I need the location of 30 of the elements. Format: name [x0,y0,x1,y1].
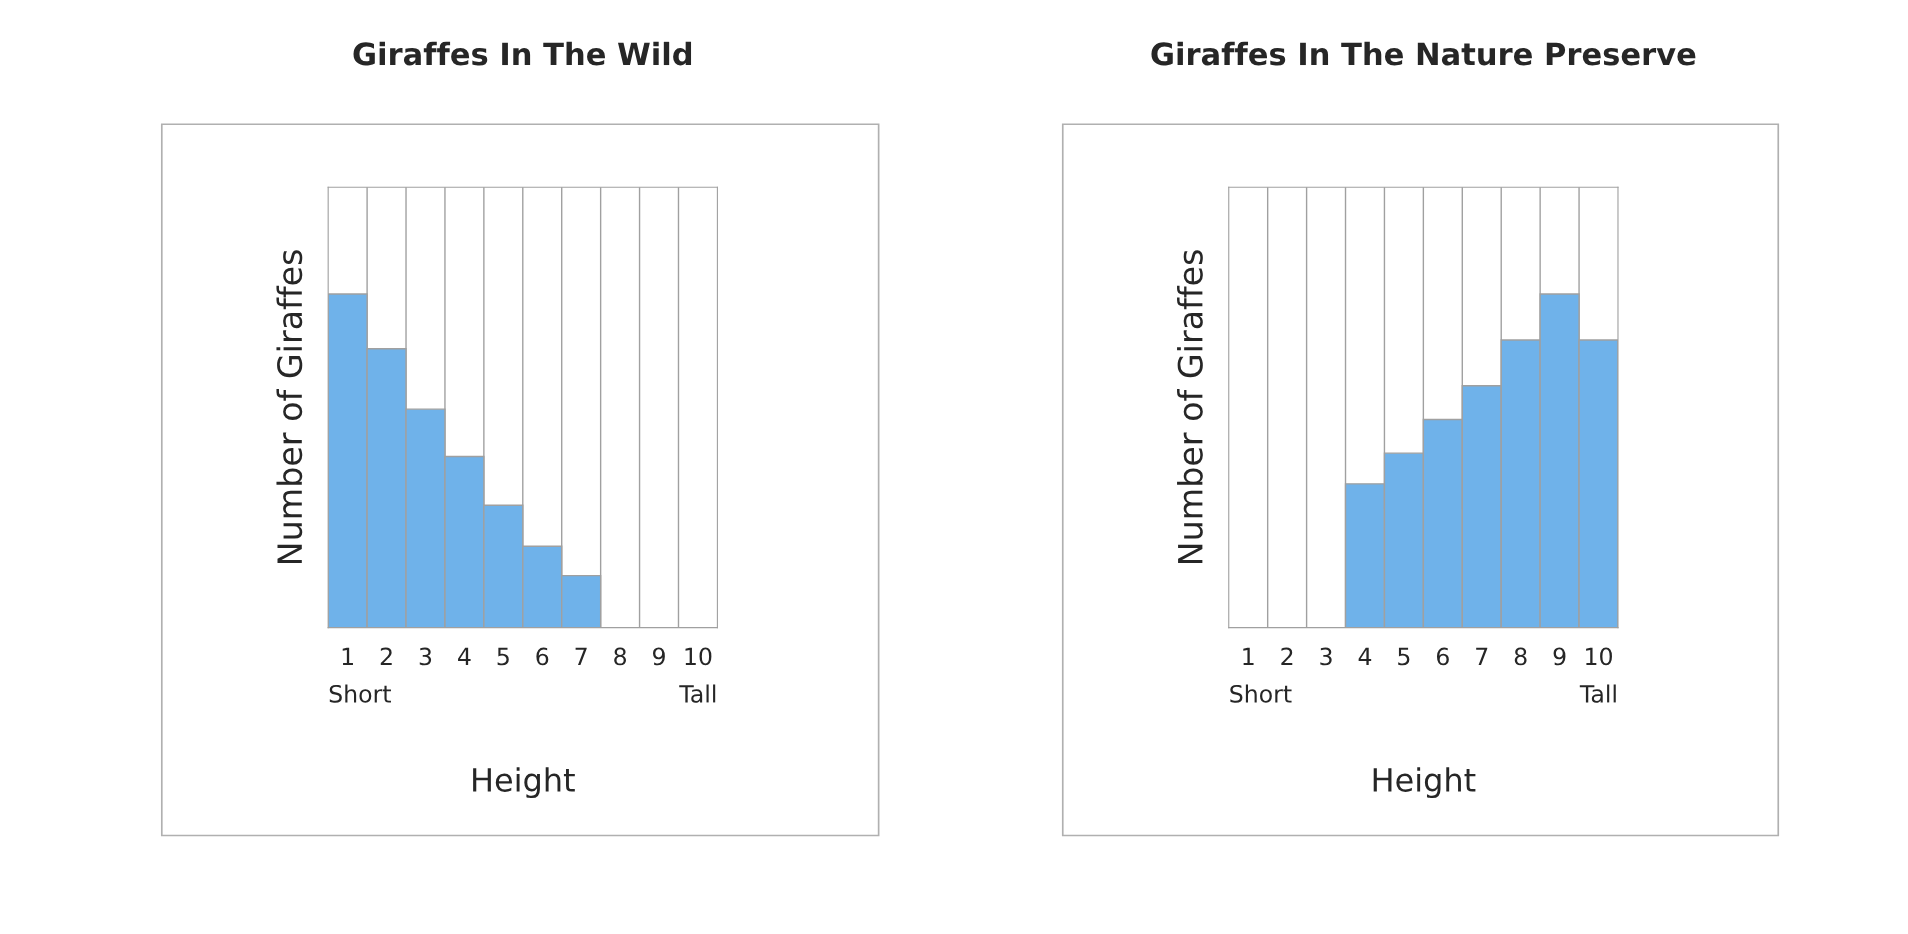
x-tick-label: 6 [1436,647,1449,666]
x-tick-label: 8 [614,647,626,666]
x-tick-label: 1 [342,647,353,666]
x-tick-label: 7 [575,647,587,666]
x-tick-label: 10 [685,647,712,666]
x-tick-label: 7 [1476,647,1488,666]
chart-title: Giraffes In The Nature Preserve [1151,41,1696,66]
x-tick-label: 2 [1281,647,1293,666]
x-axis-title: Height [473,767,575,799]
x-tick-label: 1 [1243,647,1254,666]
x-tick-label: 8 [1514,647,1527,666]
text: Short [1230,684,1292,703]
y-axis-title: Number of Giraffes [1177,250,1203,564]
x-tick-label: 9 [1553,647,1566,666]
x-tick-label: 4 [1358,647,1372,666]
chart-title: Giraffes In The Wild [353,41,692,66]
text: Tall [679,684,716,703]
x-tick-label: 6 [536,647,549,666]
x-tick-label: 3 [419,647,432,666]
text: Tall [1579,684,1616,703]
x-tick-label: 5 [497,647,509,666]
x-axis-title: Height [1373,767,1476,799]
x-tick-label: 10 [1586,647,1612,666]
x-tick-label: 9 [653,647,665,666]
x-tick-label: 2 [380,647,392,666]
y-axis-title: Number of Giraffes [276,250,303,564]
x-tick-label: 4 [458,647,471,666]
text: Short [329,684,391,703]
x-tick-label: 5 [1398,647,1410,666]
x-tick-label: 3 [1320,647,1332,666]
